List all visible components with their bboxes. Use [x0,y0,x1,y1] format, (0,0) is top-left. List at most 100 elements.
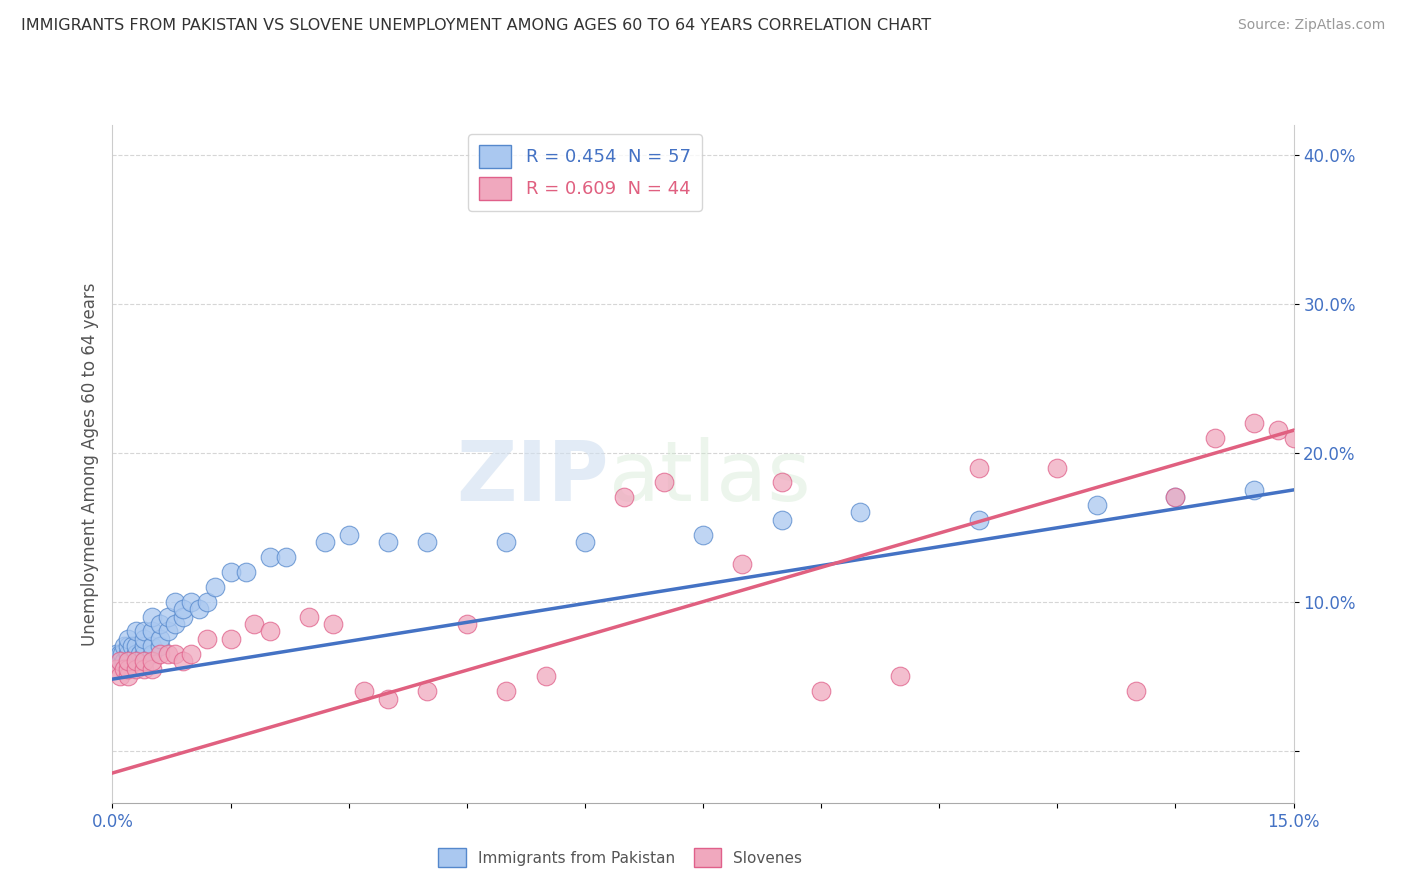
Point [117,669,139,683]
Point [1204,431,1226,445]
Point [574,535,596,549]
Point [810,684,832,698]
Point [121,640,143,654]
Point [456,617,478,632]
Point [141,647,163,661]
Point [495,684,517,698]
Point [1243,483,1265,497]
Text: atlas: atlas [609,437,810,518]
Point [337,527,360,541]
Point [165,647,187,661]
Point [353,684,375,698]
Point [141,624,163,639]
Point [416,684,439,698]
Text: Source: ZipAtlas.com: Source: ZipAtlas.com [1237,18,1385,32]
Point [132,662,155,676]
Point [105,647,128,661]
Point [243,617,266,632]
Point [967,460,990,475]
Point [219,632,242,646]
Point [125,647,148,661]
Point [110,669,132,683]
Point [117,654,139,668]
Point [889,669,911,683]
Point [110,647,132,661]
Point [967,513,990,527]
Point [195,595,218,609]
Point [172,609,194,624]
Point [172,602,194,616]
Point [117,632,139,646]
Point [1282,431,1305,445]
Point [125,640,148,654]
Point [613,491,636,505]
Point [110,654,132,668]
Point [770,513,793,527]
Point [1243,416,1265,430]
Point [165,595,187,609]
Point [534,669,557,683]
Point [117,647,139,661]
Point [156,609,179,624]
Point [204,580,226,594]
Point [156,647,179,661]
Point [125,662,148,676]
Point [377,691,399,706]
Point [770,475,793,490]
Point [156,624,179,639]
Point [141,609,163,624]
Point [195,632,218,646]
Point [1164,491,1187,505]
Point [112,640,135,654]
Point [129,647,152,661]
Point [132,624,155,639]
Point [125,647,148,661]
Point [117,654,139,668]
Point [235,565,257,579]
Point [416,535,439,549]
Point [274,549,297,564]
Point [495,535,517,549]
Point [125,654,148,668]
Legend: Immigrants from Pakistan, Slovenes: Immigrants from Pakistan, Slovenes [432,842,808,873]
Point [180,595,202,609]
Point [1125,684,1147,698]
Point [132,654,155,668]
Point [259,624,281,639]
Y-axis label: Unemployment Among Ages 60 to 64 years: Unemployment Among Ages 60 to 64 years [80,282,98,646]
Text: IMMIGRANTS FROM PAKISTAN VS SLOVENE UNEMPLOYMENT AMONG AGES 60 TO 64 YEARS CORRE: IMMIGRANTS FROM PAKISTAN VS SLOVENE UNEM… [21,18,931,33]
Point [112,654,135,668]
Point [125,654,148,668]
Point [110,654,132,668]
Point [141,640,163,654]
Point [1267,423,1289,437]
Point [132,654,155,668]
Point [731,558,754,572]
Point [298,609,321,624]
Point [149,617,172,632]
Point [259,549,281,564]
Point [112,662,135,676]
Point [180,647,202,661]
Point [141,662,163,676]
Point [132,632,155,646]
Point [105,662,128,676]
Point [132,640,155,654]
Point [849,505,872,519]
Point [117,662,139,676]
Point [322,617,344,632]
Point [149,647,172,661]
Point [141,654,163,668]
Point [314,535,336,549]
Text: ZIP: ZIP [456,437,609,518]
Point [1085,498,1108,512]
Point [1046,460,1069,475]
Point [219,565,242,579]
Point [117,647,139,661]
Point [172,654,194,668]
Point [377,535,399,549]
Point [132,647,155,661]
Point [188,602,211,616]
Point [111,647,134,661]
Point [165,617,187,632]
